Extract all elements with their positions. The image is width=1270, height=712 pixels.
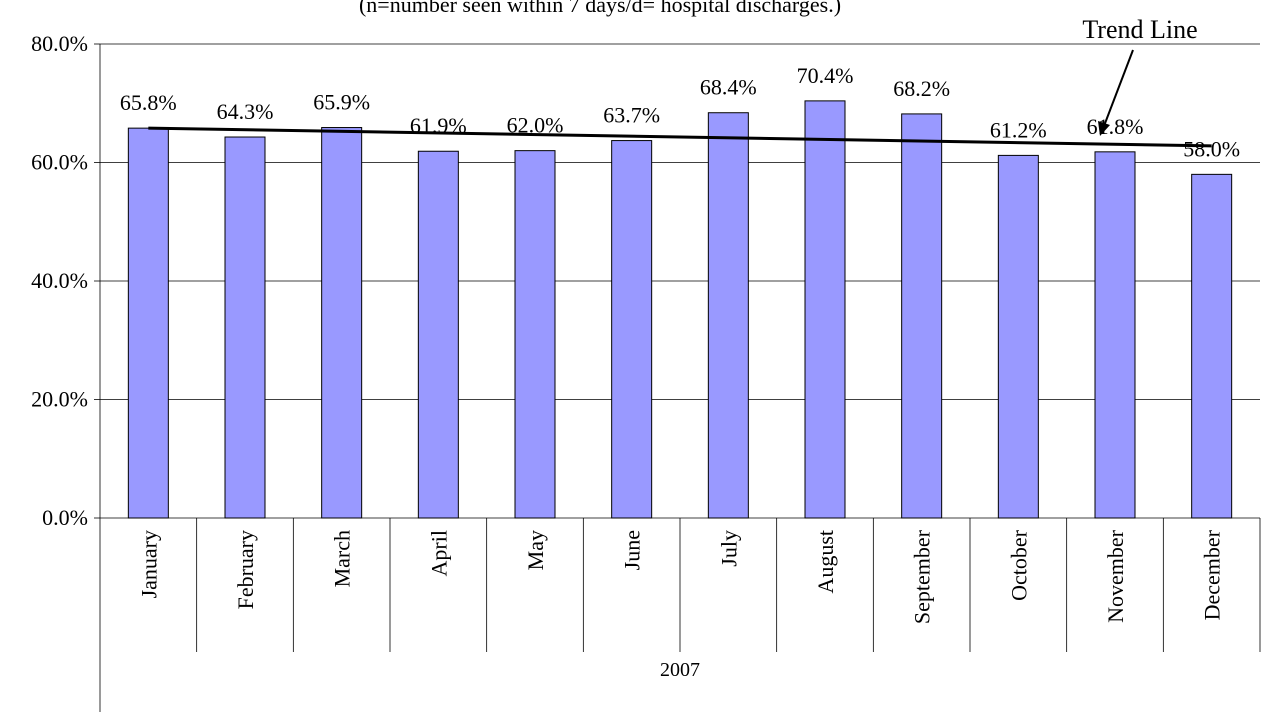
value-label: 65.8% xyxy=(120,90,177,115)
x-tick-label: November xyxy=(1103,529,1128,623)
bar xyxy=(321,127,363,519)
x-tick-label: May xyxy=(523,530,548,570)
value-label: 68.4% xyxy=(700,75,757,100)
value-label: 61.8% xyxy=(1087,114,1144,139)
value-label: 65.9% xyxy=(313,90,370,115)
bar xyxy=(804,100,846,519)
group-label: 2007 xyxy=(660,659,700,681)
x-tick-label: August xyxy=(813,530,838,594)
x-tick-label: January xyxy=(136,530,161,598)
x-tick-label: June xyxy=(620,530,645,570)
value-label: 58.0% xyxy=(1183,136,1240,161)
value-label: 61.2% xyxy=(990,117,1047,142)
bar xyxy=(901,113,943,519)
bar xyxy=(1191,173,1233,519)
value-label: 70.4% xyxy=(797,63,854,88)
trend-line xyxy=(148,126,1212,148)
bar xyxy=(514,150,556,519)
bar xyxy=(127,127,169,519)
x-tick-label: July xyxy=(716,530,741,567)
x-tick-label: April xyxy=(426,530,451,576)
bar xyxy=(707,112,749,519)
value-label: 63.7% xyxy=(603,103,660,128)
trend-annotation: Trend Line xyxy=(1082,15,1197,44)
bar xyxy=(1094,151,1136,519)
value-label: 64.3% xyxy=(217,99,274,124)
bar xyxy=(611,140,653,519)
x-tick-label: March xyxy=(330,530,355,587)
bar xyxy=(997,154,1039,519)
x-tick-label: February xyxy=(233,530,258,609)
y-tick-label: 80.0% xyxy=(31,31,88,56)
y-tick-label: 20.0% xyxy=(31,387,88,412)
x-tick-label: October xyxy=(1006,529,1031,601)
x-tick-label: December xyxy=(1200,529,1225,620)
arrow-head xyxy=(1098,121,1110,136)
y-tick-label: 0.0% xyxy=(42,505,88,530)
chart-subtitle: (n=number seen within 7 days/d= hospital… xyxy=(359,0,841,17)
y-tick-label: 40.0% xyxy=(31,268,88,293)
annotation-arrow xyxy=(1103,49,1134,127)
y-tick-label: 60.0% xyxy=(31,150,88,175)
bar xyxy=(224,136,266,519)
bar xyxy=(417,150,459,519)
x-tick-label: September xyxy=(910,529,935,624)
value-label: 68.2% xyxy=(893,76,950,101)
